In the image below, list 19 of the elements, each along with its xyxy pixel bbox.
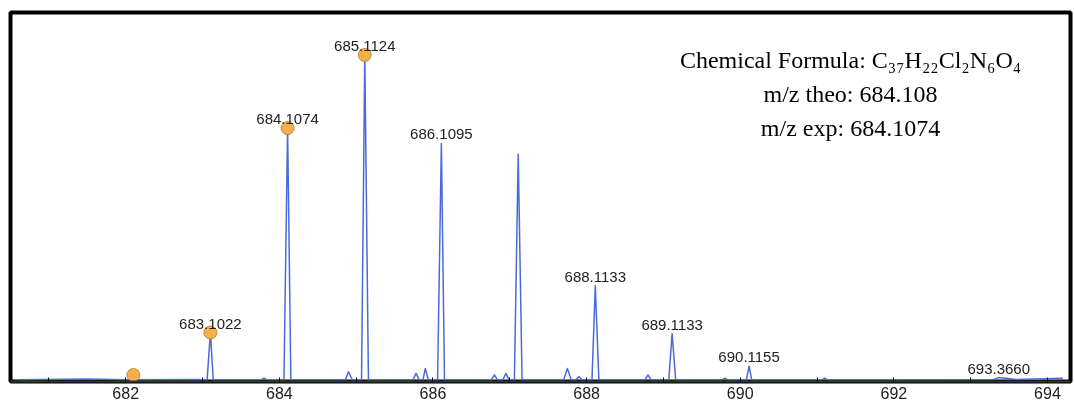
annotation: m/z exp: 684.1074 [760, 114, 941, 141]
x-tick-label: 694 [1034, 384, 1061, 402]
annotation: 689.1133 [641, 315, 703, 333]
annotation: m/z theo: 684.108 [763, 80, 938, 107]
x-tick-label: 688 [573, 384, 601, 402]
annotation: 684.1074 [256, 110, 319, 128]
annotation: 693.3660 [967, 359, 1031, 377]
x-tick-label: 690 [726, 384, 754, 402]
annotation: 683.1022 [179, 314, 242, 332]
x-tick-label: 682 [112, 384, 140, 402]
annotation: 685.1124 [334, 36, 396, 54]
annotation: Chemical Formula: C₃₇H₂₂Cl₂N₆O₄ [679, 46, 1022, 73]
annotation: 690.1155 [718, 348, 780, 366]
x-tick-label: 686 [419, 384, 447, 402]
point [126, 368, 141, 382]
x-tick-label: 692 [880, 384, 908, 402]
annotation: 688.1133 [564, 267, 627, 285]
annotation: 686.1095 [410, 125, 473, 143]
x-tick-label: 684 [265, 384, 293, 402]
